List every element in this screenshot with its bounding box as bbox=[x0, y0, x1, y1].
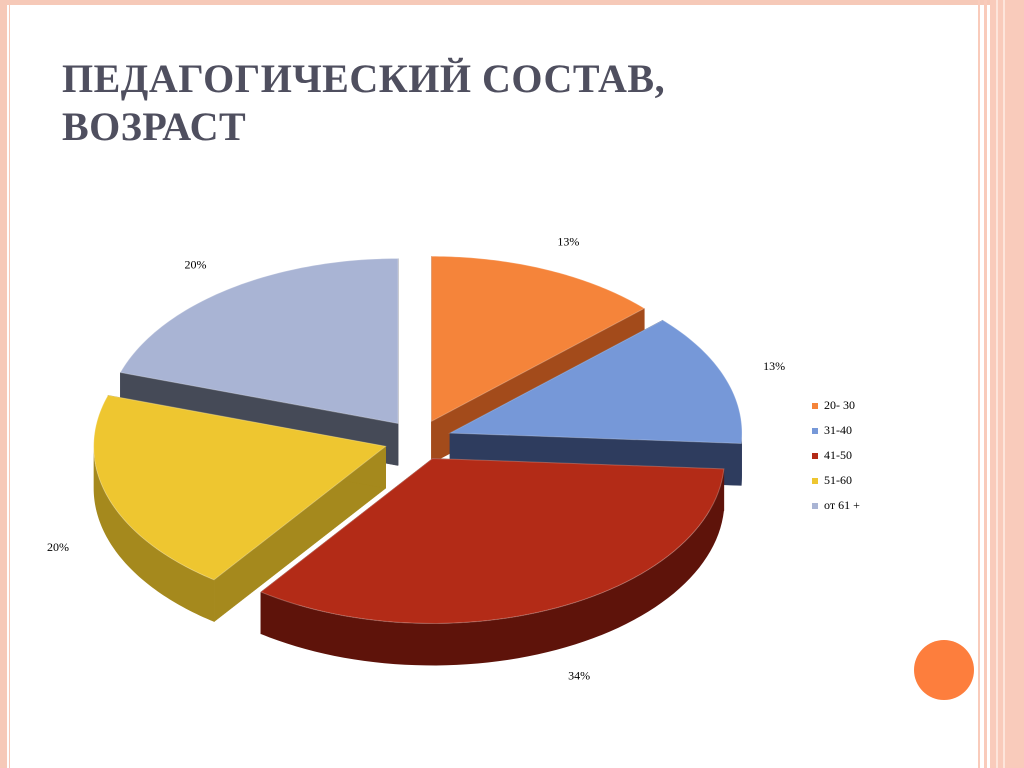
decor-stripe bbox=[1003, 0, 1005, 768]
legend-label: от 61 + bbox=[824, 498, 860, 512]
frame-top-border bbox=[0, 0, 1024, 5]
decor-stripe bbox=[978, 0, 980, 768]
frame-left-line bbox=[9, 0, 10, 768]
pie-slice bbox=[119, 257, 399, 425]
legend-swatch bbox=[812, 402, 818, 409]
frame-left-border bbox=[0, 0, 7, 768]
pie-slice-wall bbox=[741, 433, 742, 486]
title-line-1: ПЕДАГОГИЧЕСКИЙ СОСТАВ, bbox=[62, 56, 666, 101]
pie-slice bbox=[93, 394, 387, 581]
title-line-2: ВОЗРАСТ bbox=[62, 104, 247, 149]
pie-tops bbox=[93, 255, 743, 624]
pie-data-label: 13% bbox=[557, 234, 579, 248]
decor-stripe bbox=[996, 0, 998, 768]
legend-item: 41-50 bbox=[812, 443, 860, 468]
legend-item: от 61 + bbox=[812, 493, 860, 518]
legend-label: 31-40 bbox=[824, 423, 852, 437]
legend-swatch bbox=[812, 477, 818, 484]
decor-stripe bbox=[984, 0, 987, 768]
legend-label: 20- 30 bbox=[824, 398, 855, 412]
pie-slice bbox=[448, 319, 743, 444]
legend-item: 20- 30 bbox=[812, 393, 860, 418]
pie-slice-wall bbox=[93, 446, 215, 622]
legend-label: 51-60 bbox=[824, 473, 852, 487]
legend-item: 31-40 bbox=[812, 418, 860, 443]
legend-item: 51-60 bbox=[812, 468, 860, 493]
legend-swatch bbox=[812, 452, 818, 459]
decor-orange-circle bbox=[914, 640, 974, 700]
pie-data-label: 13% bbox=[763, 359, 785, 373]
pie-data-label: 34% bbox=[568, 668, 590, 682]
pie-slice-wall bbox=[260, 468, 724, 666]
decor-stripe bbox=[990, 0, 1024, 768]
pie-slice bbox=[431, 255, 646, 423]
chart-legend: 20- 30 31-40 41-50 51-60 от 61 + bbox=[812, 393, 860, 518]
pie-data-label: 20% bbox=[47, 540, 69, 554]
page-title: ПЕДАГОГИЧЕСКИЙ СОСТАВ, ВОЗРАСТ bbox=[62, 55, 882, 151]
pie-data-label: 20% bbox=[184, 258, 206, 272]
legend-swatch bbox=[812, 502, 818, 509]
pie-slice bbox=[259, 457, 725, 624]
legend-label: 41-50 bbox=[824, 448, 852, 462]
legend-swatch bbox=[812, 427, 818, 434]
pie-labels: 13% 13% 34% 20% 20% bbox=[47, 234, 785, 682]
